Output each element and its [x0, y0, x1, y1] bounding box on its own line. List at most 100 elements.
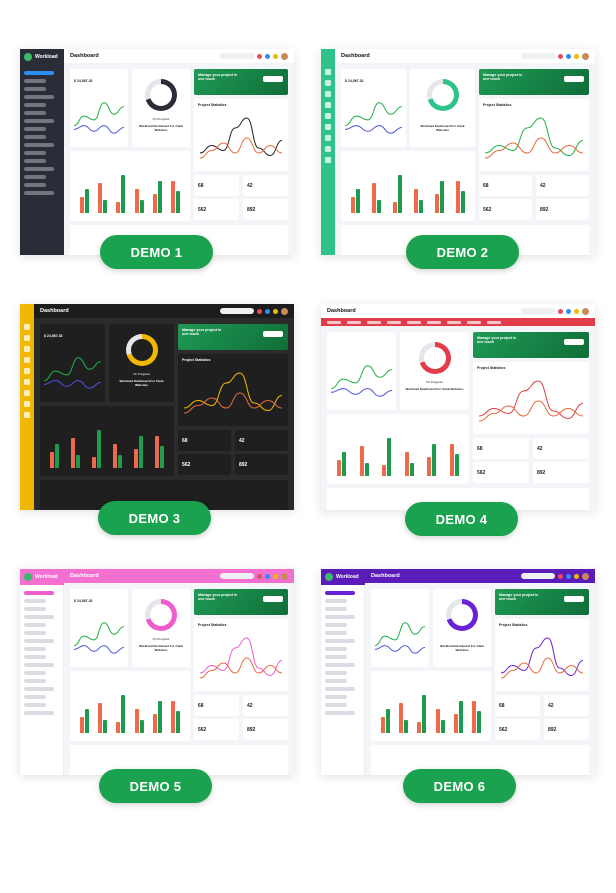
nav-item[interactable]	[407, 320, 421, 324]
sidebar-item[interactable]	[24, 679, 46, 683]
sidebar-item[interactable]	[24, 599, 46, 603]
avatar[interactable]	[281, 572, 288, 580]
notification-icon[interactable]	[273, 573, 278, 579]
sidebar-item[interactable]	[24, 143, 54, 147]
demo-button[interactable]: DEMO 3	[98, 501, 211, 535]
sidebar-item[interactable]	[24, 671, 46, 675]
sidebar-item[interactable]	[24, 167, 54, 171]
sidebar-item[interactable]	[24, 111, 46, 115]
sidebar-icon[interactable]	[24, 335, 30, 341]
sidebar-icon[interactable]	[24, 324, 30, 330]
sidebar-icon[interactable]	[24, 390, 30, 396]
demo-card-6[interactable]: Workload Dashboard Workload Dashboard For …	[321, 569, 595, 775]
sidebar-icon[interactable]	[325, 91, 331, 97]
sidebar-item[interactable]	[24, 607, 46, 611]
sidebar-item[interactable]	[24, 695, 46, 699]
sidebar-icon[interactable]	[325, 157, 331, 163]
search-input[interactable]	[220, 53, 254, 59]
search-input[interactable]	[521, 53, 555, 59]
try-it-button[interactable]	[564, 339, 584, 345]
sidebar-item[interactable]	[325, 655, 347, 659]
notification-icon[interactable]	[265, 573, 270, 579]
sidebar-item[interactable]	[24, 639, 54, 643]
demo-button[interactable]: DEMO 1	[100, 235, 213, 269]
notification-icon[interactable]	[574, 573, 579, 579]
sidebar-item[interactable]	[24, 127, 46, 131]
sidebar-item[interactable]	[325, 623, 347, 627]
sidebar-icon[interactable]	[24, 379, 30, 385]
notification-icon[interactable]	[265, 53, 270, 59]
demo-card-2[interactable]: Dashboard $ 24,567.33 Workload Dashboard F…	[321, 49, 595, 255]
sidebar-item[interactable]	[24, 687, 54, 691]
sidebar-item[interactable]	[325, 703, 347, 707]
sidebar-item[interactable]	[24, 175, 46, 179]
sidebar-item[interactable]	[325, 631, 347, 635]
demo-button[interactable]: DEMO 6	[403, 769, 516, 803]
search-input[interactable]	[521, 308, 555, 314]
try-it-button[interactable]	[263, 331, 283, 337]
sidebar-item[interactable]	[24, 87, 46, 91]
sidebar-item[interactable]	[325, 599, 347, 603]
demo-button[interactable]: DEMO 5	[99, 769, 212, 803]
dashboard-screenshot[interactable]: Workload Dashboard Workload Dashboard For …	[321, 569, 595, 775]
avatar[interactable]	[582, 52, 589, 60]
demo-card-1[interactable]: Workload Dashboard $ 24,567.33 On Progress W…	[20, 49, 294, 255]
sidebar-item[interactable]	[24, 663, 54, 667]
try-it-button[interactable]	[263, 76, 283, 82]
dashboard-screenshot[interactable]: Dashboard $ 24,567.33 Workload Dashboard F…	[321, 49, 595, 255]
avatar[interactable]	[582, 572, 589, 580]
dashboard-screenshot[interactable]: Dashboard $ 24,567.33 On Progress Workload …	[20, 304, 294, 510]
sidebar-item[interactable]	[24, 711, 54, 715]
notification-icon[interactable]	[566, 53, 571, 59]
sidebar-icon[interactable]	[24, 412, 30, 418]
nav-item[interactable]	[347, 320, 361, 324]
demo-button[interactable]: DEMO 4	[405, 502, 518, 536]
sidebar-item[interactable]	[325, 663, 355, 667]
sidebar-item[interactable]	[325, 615, 355, 619]
sidebar-item[interactable]	[24, 703, 46, 707]
demo-button[interactable]: DEMO 2	[406, 235, 519, 269]
sidebar-item[interactable]	[24, 191, 54, 195]
nav-item[interactable]	[467, 320, 481, 324]
sidebar-item[interactable]	[24, 119, 54, 123]
sidebar-item[interactable]	[325, 647, 347, 651]
sidebar-item[interactable]	[24, 647, 46, 651]
nav-item[interactable]	[447, 320, 461, 324]
notification-icon[interactable]	[558, 573, 563, 579]
sidebar-item[interactable]	[24, 103, 46, 107]
sidebar-item[interactable]	[24, 95, 54, 99]
sidebar-icon[interactable]	[325, 135, 331, 141]
nav-item[interactable]	[427, 320, 441, 324]
demo-card-5[interactable]: Workload Dashboard $ 24,567.33 On Progress W…	[20, 569, 294, 775]
sidebar-item[interactable]	[24, 183, 46, 187]
sidebar-item[interactable]	[325, 607, 347, 611]
sidebar-item[interactable]	[325, 639, 355, 643]
nav-item[interactable]	[367, 320, 381, 324]
nav-item[interactable]	[327, 320, 341, 324]
sidebar-item[interactable]	[24, 631, 46, 635]
sidebar-icon[interactable]	[325, 80, 331, 86]
nav-item[interactable]	[487, 320, 501, 324]
notification-icon[interactable]	[574, 308, 579, 314]
sidebar-item[interactable]	[24, 159, 46, 163]
sidebar-icon[interactable]	[24, 357, 30, 363]
try-it-button[interactable]	[263, 596, 283, 602]
notification-icon[interactable]	[574, 53, 579, 59]
sidebar-item[interactable]	[325, 687, 355, 691]
sidebar-item[interactable]	[325, 671, 347, 675]
try-it-button[interactable]	[564, 76, 584, 82]
notification-icon[interactable]	[558, 53, 563, 59]
sidebar-item[interactable]	[24, 591, 54, 595]
demo-card-4[interactable]: Dashboard On Progress Workload Dashboard F…	[321, 304, 595, 510]
dashboard-screenshot[interactable]: Dashboard On Progress Workload Dashboard F…	[321, 304, 595, 510]
notification-icon[interactable]	[257, 308, 262, 314]
horizontal-nav[interactable]	[321, 318, 595, 326]
sidebar-icon[interactable]	[325, 124, 331, 130]
sidebar-icon[interactable]	[24, 368, 30, 374]
dashboard-screenshot[interactable]: Workload Dashboard $ 24,567.33 On Progress W…	[20, 49, 294, 255]
demo-card-3[interactable]: Dashboard $ 24,567.33 On Progress Workload …	[20, 304, 294, 510]
dashboard-screenshot[interactable]: Workload Dashboard $ 24,567.33 On Progress W…	[20, 569, 294, 775]
sidebar-item[interactable]	[24, 151, 46, 155]
notification-icon[interactable]	[257, 53, 262, 59]
sidebar-item[interactable]	[325, 591, 355, 595]
